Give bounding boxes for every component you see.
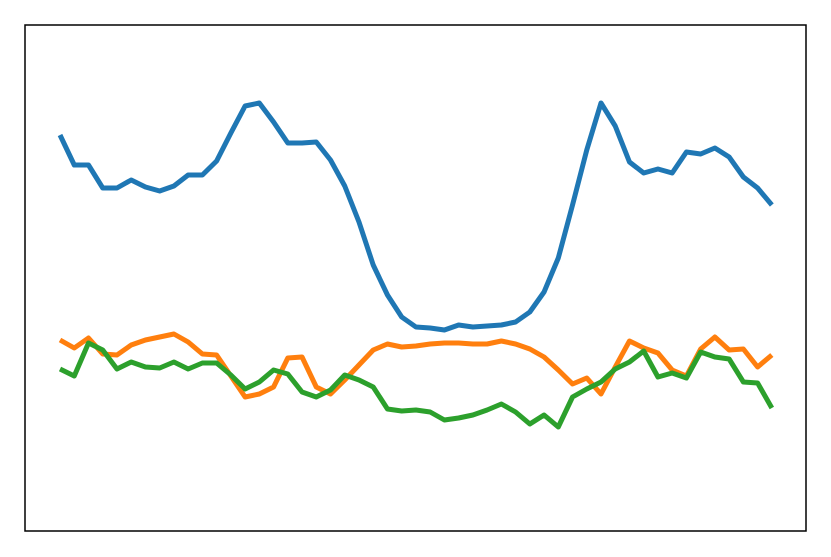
series-line — [57, 100, 774, 333]
series-line — [58, 340, 775, 430]
series-line — [58, 331, 774, 400]
plot-frame — [24, 24, 807, 532]
